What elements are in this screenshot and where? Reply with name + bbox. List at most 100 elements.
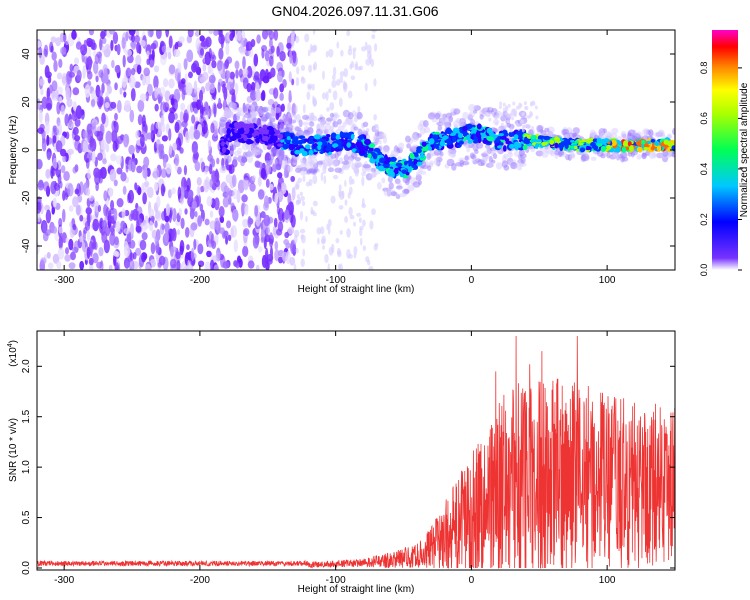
signal-halo [507, 152, 513, 158]
noise-blob [144, 263, 152, 270]
faint-blob [353, 253, 357, 259]
noise-blob [260, 168, 267, 179]
noise-blob [199, 47, 204, 56]
noise-blob [164, 221, 170, 235]
noise-blob [109, 168, 117, 182]
faint-blob [300, 64, 306, 72]
noise-blob [44, 229, 51, 236]
signal-halo [381, 177, 386, 184]
signal-core [301, 150, 308, 157]
noise-blob [160, 183, 165, 197]
faint-blob [344, 199, 348, 206]
faint-blob [357, 106, 361, 113]
signal-core [590, 142, 596, 147]
noise-blob [58, 58, 63, 68]
faint-blob [312, 174, 318, 185]
faint-blob [320, 226, 325, 235]
faint-blob [294, 184, 300, 191]
spectrogram-ytick-label: 0 [21, 147, 32, 153]
signal-core [496, 145, 503, 149]
noise-blob [250, 81, 256, 92]
signal-halo [521, 112, 525, 117]
faint-blob [343, 81, 348, 90]
noise-blob [67, 183, 74, 197]
noise-blob [46, 134, 50, 147]
noise-blob [93, 167, 100, 179]
noise-blob [57, 173, 62, 185]
signal-core [336, 139, 341, 145]
faint-blob [305, 181, 311, 187]
faint-blob [348, 45, 352, 51]
signal-halo [233, 150, 241, 157]
noise-blob [150, 242, 156, 255]
signal-core [543, 135, 551, 141]
signal-core [237, 129, 245, 135]
noise-blob [204, 52, 210, 65]
faint-blob [359, 228, 363, 237]
signal-halo [562, 128, 570, 135]
signal-core [234, 129, 238, 134]
faint-blob [322, 70, 325, 81]
noise-blob [205, 82, 211, 92]
spectrogram-xtick-label: -100 [326, 275, 346, 286]
faint-blob [346, 228, 351, 238]
noise-blob [286, 42, 292, 49]
noise-blob [209, 210, 214, 218]
signal-halo [243, 106, 248, 112]
noise-blob [281, 69, 285, 78]
noise-blob [63, 171, 70, 182]
noise-blob [253, 53, 259, 67]
noise-blob [75, 41, 82, 50]
noise-blob [130, 87, 136, 102]
faint-blob [300, 258, 305, 268]
faint-blob [373, 114, 377, 121]
signal-core [286, 136, 291, 141]
signal-halo [500, 112, 504, 117]
signal-halo [243, 112, 252, 119]
signal-core [439, 140, 446, 147]
signal-halo [641, 152, 647, 160]
noise-blob [191, 114, 196, 124]
faint-blob [313, 61, 318, 71]
spectrogram-xtick-label: -200 [190, 275, 210, 286]
noise-blob [198, 89, 204, 103]
signal-halo [667, 133, 672, 139]
noise-blob [131, 42, 137, 50]
noise-blob [253, 71, 260, 81]
spectrogram-xtick-label: 100 [599, 275, 616, 286]
noise-blob [168, 35, 173, 49]
signal-halo [398, 142, 405, 151]
noise-blob [172, 142, 178, 151]
noise-blob [122, 54, 126, 68]
spectrogram-ytick-label: 20 [21, 96, 32, 108]
noise-blob [197, 186, 201, 194]
noise-blob [197, 243, 204, 255]
signal-halo [353, 126, 359, 131]
noise-blob [150, 123, 155, 136]
noise-blob [217, 250, 221, 259]
noise-blob [99, 123, 105, 137]
signal-halo [362, 164, 371, 169]
noise-blob [98, 90, 104, 98]
noise-blob [101, 112, 106, 125]
signal-core [255, 138, 260, 143]
signal-core [650, 138, 656, 143]
noise-blob [238, 68, 244, 78]
signal-halo [268, 117, 276, 123]
noise-blob [125, 31, 129, 42]
noise-blob [139, 93, 147, 102]
noise-blob [149, 30, 154, 38]
faint-blob [328, 48, 334, 58]
noise-blob [179, 245, 184, 256]
noise-blob [228, 164, 235, 174]
signal-core [600, 145, 606, 152]
svg-text:(x104): (x104) [7, 340, 19, 367]
signal-core [230, 135, 237, 142]
noise-blob [41, 137, 47, 152]
noise-blob [180, 217, 185, 229]
noise-blob [37, 201, 42, 214]
noise-blob [74, 117, 81, 127]
signal-halo [469, 152, 475, 159]
signal-core [663, 139, 670, 145]
faint-blob [306, 91, 311, 101]
